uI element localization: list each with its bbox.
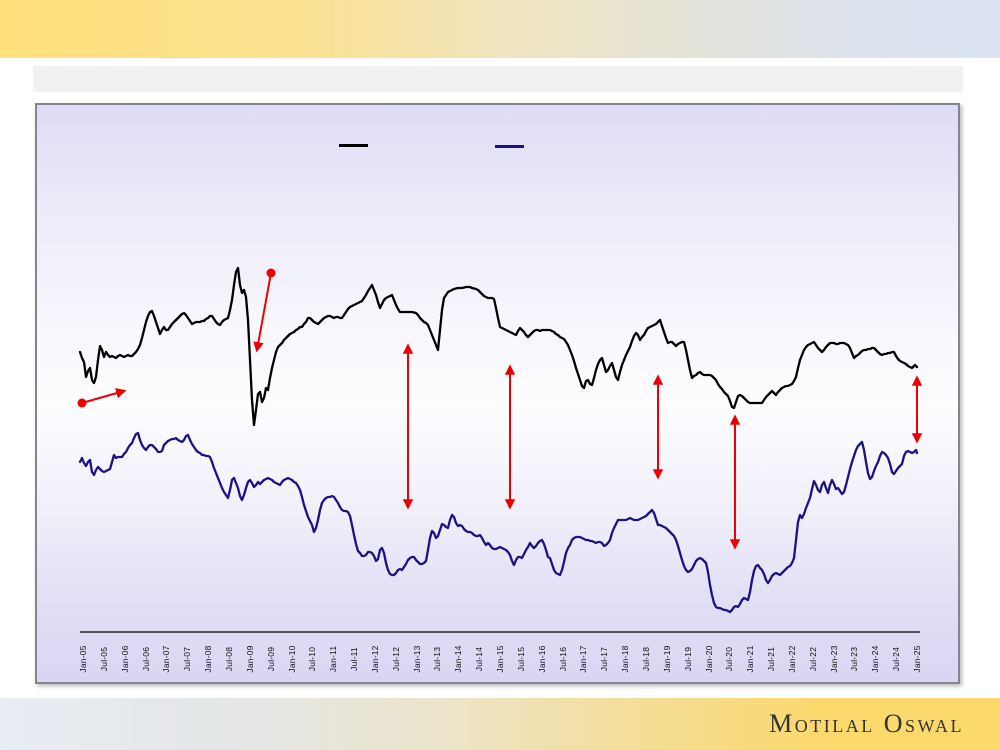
x-tick-label: Jul-12 (390, 646, 401, 672)
x-tick-label: Jul-22 (807, 646, 818, 672)
x-tick-label: Jan-14 (453, 645, 464, 673)
x-tick-label: Jan-20 (703, 645, 714, 673)
x-tick-label: Jan-25 (912, 645, 922, 673)
annotation-arrow (253, 272, 272, 353)
x-tick-label: Jan-09 (244, 645, 255, 673)
title-bar (33, 66, 963, 92)
legend-line-navy (495, 145, 524, 148)
x-tick-label: Jul-14 (474, 646, 485, 672)
navy-line (78, 431, 919, 614)
chart-panel: Jan-05 Jul-05 Jan-06 Jul-06 Jan-07 Jul-07 Jan-… (35, 103, 960, 684)
legend-line-black (339, 144, 368, 147)
x-tick-label: Jan-23 (828, 645, 839, 673)
x-tick-label: Jul-24 (891, 646, 902, 672)
x-tick-label: Jan-15 (495, 645, 505, 673)
x-tick-label: Jan-19 (661, 645, 672, 673)
x-tick-label: Jul-18 (640, 646, 651, 672)
x-tick-label: Jan-12 (369, 645, 380, 673)
x-tick-label: Jul-13 (432, 646, 443, 672)
top-banner (0, 0, 1000, 58)
x-tick-label: Jan-21 (745, 645, 756, 673)
annotation-arrow (81, 388, 127, 404)
x-tick-label: Jul-07 (182, 646, 193, 672)
x-tick-label: Jul-21 (766, 646, 777, 672)
bottom-banner: Motilal Oswal (0, 698, 1000, 750)
x-tick-label: Jul-17 (599, 646, 610, 672)
x-tick-label: Jul-08 (223, 646, 234, 672)
x-tick-label: Jan-05 (78, 645, 88, 673)
x-tick-label: Jul-20 (724, 646, 735, 672)
x-tick-label: Jul-11 (349, 647, 360, 671)
x-tick-label: Jan-16 (536, 645, 547, 673)
x-tick-label: Jan-18 (620, 645, 631, 673)
brand-logo-text: Motilal Oswal (769, 709, 964, 738)
x-tick-label: Jul-10 (307, 646, 318, 672)
x-tick-label: Jan-17 (578, 645, 589, 673)
x-tick-label: Jul-23 (849, 646, 860, 672)
x-tick-label: Jul-19 (682, 646, 693, 672)
x-tick-label: Jan-10 (286, 645, 297, 673)
x-tick-label: Jan-13 (411, 645, 422, 673)
x-tick-label: Jan-08 (203, 645, 214, 673)
x-tick-label: Jul-09 (265, 646, 276, 672)
chart-svg (77, 266, 923, 633)
x-tick-label: Jul-16 (557, 646, 568, 672)
x-tick-label: Jan-22 (786, 645, 797, 673)
x-tick-label: Jul-15 (515, 646, 526, 672)
x-tick-label: Jul-06 (140, 646, 151, 672)
x-tick-label: Jan-11 (328, 645, 339, 673)
x-tick-label: Jan-24 (870, 645, 881, 673)
x-tick-label: Jul-05 (98, 646, 109, 672)
black-line (78, 266, 919, 427)
x-tick-label: Jan-06 (119, 645, 130, 673)
x-tick-label: Jan-07 (161, 645, 172, 673)
